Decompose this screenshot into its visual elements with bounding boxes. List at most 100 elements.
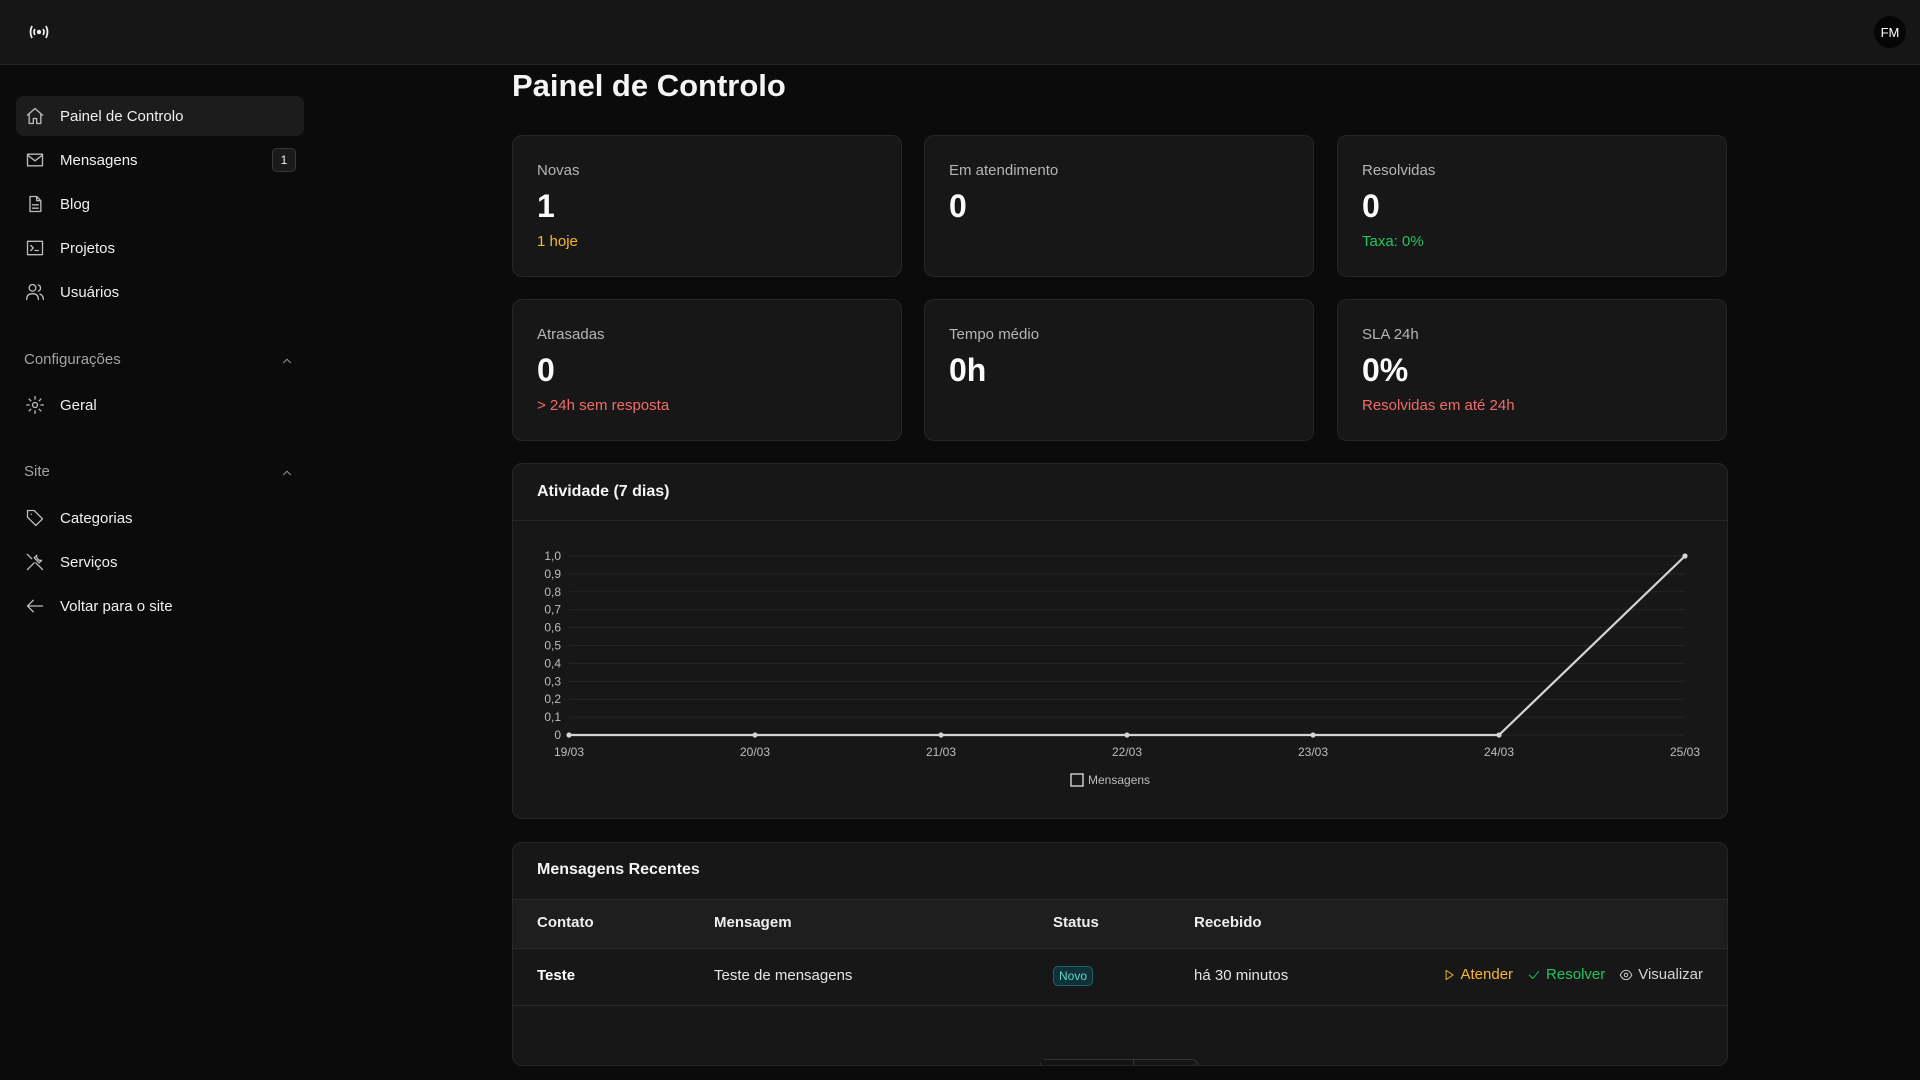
page-title: Painel de Controlo [512, 68, 786, 104]
icon [1442, 968, 1456, 982]
legend-label: Mensagens [1088, 773, 1150, 787]
logo[interactable] [28, 22, 50, 42]
per-page-select[interactable]: 10 [1134, 1060, 1190, 1066]
y-tick-label: 0,6 [544, 621, 561, 635]
pagination: Por página10 [1040, 1059, 1198, 1066]
nav-item[interactable]: Mensagens 1 [16, 140, 304, 180]
section-header[interactable]: Configurações [24, 351, 294, 371]
icon [25, 238, 45, 258]
nav-item[interactable]: Projetos [16, 228, 304, 268]
nav-label: Categorias [60, 510, 133, 527]
stat-value: 0 [537, 352, 555, 389]
data-point [1124, 732, 1129, 737]
data-point [1496, 732, 1501, 737]
action-label: Resolver [1546, 966, 1605, 983]
action-label: Atender [1461, 966, 1514, 983]
y-tick-label: 0,7 [544, 603, 561, 617]
nav-item[interactable]: Voltar para o site [16, 586, 304, 626]
x-tick-label: 24/03 [1484, 745, 1514, 759]
section-header[interactable]: Site [24, 463, 294, 483]
chart-title: Atividade (7 dias) [537, 483, 669, 501]
icon [25, 596, 45, 616]
data-point [938, 732, 943, 737]
row-divider [513, 1005, 1727, 1006]
x-tick-label: 22/03 [1112, 745, 1142, 759]
section-title: Site [24, 463, 50, 480]
icon [280, 354, 294, 368]
cell: Teste de mensagens [714, 967, 852, 984]
stat-card: Atrasadas0> 24h sem resposta [512, 299, 902, 441]
stat-value: 1 [537, 188, 555, 225]
y-tick-label: 0,4 [544, 656, 561, 670]
data-point [1310, 732, 1315, 737]
nav-item[interactable]: Usuários [16, 272, 304, 312]
row-actions: Atender Resolver Visualizar [1428, 966, 1704, 983]
table-header-bg [513, 899, 1727, 949]
table: ContatoMensagemStatusRecebidoTesteTeste … [513, 899, 1727, 1066]
stat-card: Resolvidas0Taxa: 0% [1337, 135, 1727, 277]
icon [280, 466, 294, 480]
nav-badge: 1 [272, 148, 296, 172]
table-title: Mensagens Recentes [537, 861, 700, 879]
y-tick-label: 1,0 [544, 549, 561, 563]
icon [25, 106, 45, 126]
data-point [566, 732, 571, 737]
x-tick-label: 25/03 [1670, 745, 1700, 759]
column-header: Recebido [1194, 914, 1262, 931]
stat-label: Em atendimento [949, 162, 1058, 179]
y-tick-label: 0,8 [544, 585, 561, 599]
stat-note: > 24h sem resposta [537, 397, 669, 414]
nav-item[interactable]: Painel de Controlo [16, 96, 304, 136]
data-point [752, 732, 757, 737]
x-tick-label: 21/03 [926, 745, 956, 759]
icon [25, 150, 45, 170]
nav-item[interactable]: Geral [16, 385, 304, 425]
stat-card: Novas11 hoje [512, 135, 902, 277]
action-button[interactable]: Visualizar [1619, 966, 1703, 983]
x-tick-label: 20/03 [740, 745, 770, 759]
nav-label: Mensagens [60, 152, 138, 169]
action-button[interactable]: Resolver [1527, 966, 1605, 983]
action-button[interactable]: Atender [1442, 966, 1514, 983]
icon [25, 552, 45, 572]
y-tick-label: 0,9 [544, 567, 561, 581]
nav-label: Voltar para o site [60, 598, 173, 615]
nav-label: Usuários [60, 284, 119, 301]
stat-label: Tempo médio [949, 326, 1039, 343]
stat-card: Tempo médio 0h [924, 299, 1314, 441]
x-tick-label: 19/03 [554, 745, 584, 759]
stat-note: 1 hoje [537, 233, 578, 250]
x-tick-label: 23/03 [1298, 745, 1328, 759]
nav-item[interactable]: Serviços [16, 542, 304, 582]
stat-value: 0% [1362, 352, 1408, 389]
stat-value: 0 [949, 188, 967, 225]
avatar[interactable]: FM [1874, 16, 1906, 48]
column-header: Contato [537, 914, 594, 931]
y-tick-label: 0,5 [544, 639, 561, 653]
nav-item[interactable]: Blog [16, 184, 304, 224]
y-tick-label: 0 [554, 728, 561, 742]
cell: há 30 minutos [1194, 967, 1288, 984]
legend-swatch [1071, 774, 1083, 786]
stat-note: Taxa: 0% [1362, 233, 1424, 250]
table-card: Mensagens Recentes ContatoMensagemStatus… [512, 842, 1728, 1066]
y-tick-label: 0,3 [544, 674, 561, 688]
stat-value: 0h [949, 352, 986, 389]
stat-value: 0 [1362, 188, 1380, 225]
icon [25, 282, 45, 302]
column-header: Mensagem [714, 914, 792, 931]
stat-label: SLA 24h [1362, 326, 1419, 343]
stat-card: SLA 24h 0% Resolvidas em até 24h [1337, 299, 1727, 441]
stat-note: Resolvidas em até 24h [1362, 397, 1515, 414]
stat-card: Em atendimento 0 [924, 135, 1314, 277]
icon [1527, 968, 1541, 982]
chart-card: Atividade (7 dias) 0 0,1 0,2 0,3 0,4 0,5 0,6 0,… [512, 463, 1728, 819]
nav-label: Projetos [60, 240, 115, 257]
y-tick-label: 0,1 [544, 710, 561, 724]
chart: 0 0,1 0,2 0,3 0,4 0,5 0,6 0,7 0,8 0,9 1,0 19/03 20/0… [513, 521, 1727, 811]
data-point [1682, 553, 1687, 558]
nav-label: Blog [60, 196, 90, 213]
nav-item[interactable]: Categorias [16, 498, 304, 538]
y-tick-label: 0,2 [544, 692, 561, 706]
status-badge: Novo [1053, 966, 1093, 986]
